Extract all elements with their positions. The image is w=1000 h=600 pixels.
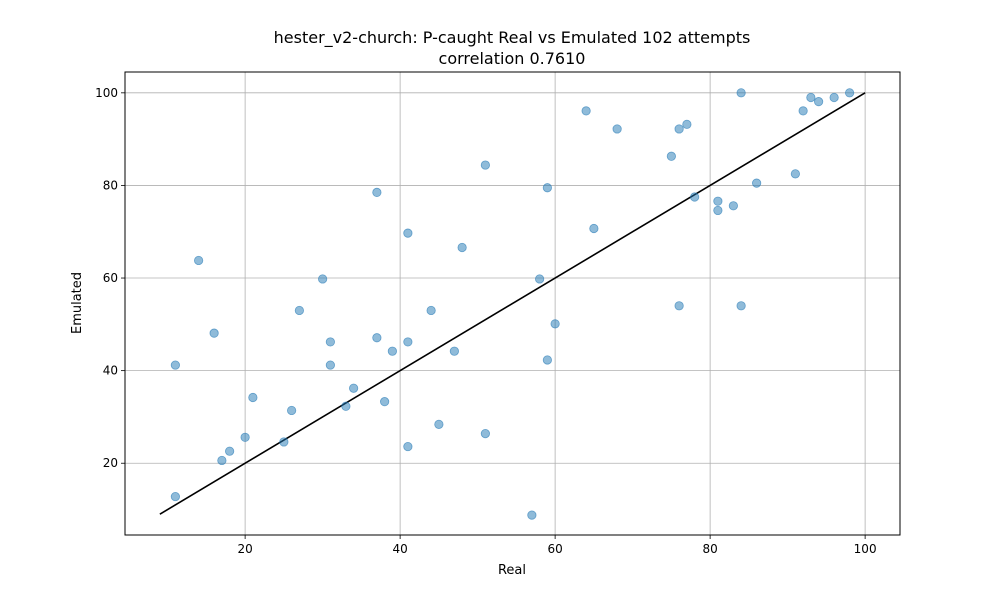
chart-subtitle: correlation 0.7610 [439, 49, 586, 68]
y-tick-label: 100 [95, 86, 118, 100]
data-point [457, 242, 467, 253]
data-point [542, 183, 552, 193]
data-point [480, 429, 490, 439]
data-point [209, 328, 219, 338]
data-point [814, 97, 824, 107]
x-tick-label: 100 [854, 542, 877, 556]
data-point [612, 124, 622, 134]
data-point [403, 337, 413, 347]
data-point [380, 397, 390, 407]
data-point [325, 360, 335, 370]
x-tick-label: 20 [237, 542, 252, 556]
data-point [690, 192, 700, 202]
data-point [674, 124, 684, 134]
data-point [403, 228, 413, 238]
data-point [736, 301, 746, 311]
data-point [449, 346, 459, 356]
data-point [589, 223, 599, 234]
data-point [372, 187, 382, 197]
data-point [387, 346, 397, 356]
data-point [341, 401, 351, 411]
data-point [287, 405, 297, 416]
data-point [248, 392, 258, 403]
data-point [170, 491, 180, 502]
data-point [682, 119, 692, 129]
data-point [240, 432, 250, 442]
data-point [542, 355, 552, 365]
y-axis-ticks: 20 40 60 80 100 [95, 86, 125, 470]
y-tick-label: 60 [103, 271, 118, 285]
data-point [713, 196, 723, 206]
data-point [845, 88, 855, 98]
data-point [736, 88, 746, 98]
data-points [170, 88, 855, 520]
data-point [372, 333, 382, 343]
data-point [217, 455, 227, 466]
data-point [790, 169, 800, 179]
data-point [294, 305, 304, 316]
y-axis-label: Emulated [70, 272, 85, 334]
x-tick-label: 80 [702, 542, 717, 556]
data-point [550, 319, 560, 329]
data-point [403, 441, 413, 452]
data-point [318, 274, 328, 284]
y-tick-label: 40 [103, 364, 118, 378]
data-point [581, 106, 591, 116]
chart-title: hester_v2-church: P-caught Real vs Emula… [274, 28, 751, 48]
data-point [713, 205, 723, 216]
x-axis-ticks: 20 40 60 80 100 [237, 535, 877, 556]
data-point [806, 92, 816, 103]
reference-line-layer [159, 92, 866, 515]
data-point [752, 178, 762, 188]
data-point [535, 274, 545, 284]
data-point [225, 446, 235, 456]
data-point [170, 360, 180, 370]
data-point [666, 151, 676, 161]
data-point [527, 510, 537, 520]
reference-line [159, 92, 866, 515]
data-point [480, 160, 490, 170]
data-point [674, 301, 684, 311]
data-point [728, 201, 738, 211]
data-point [194, 255, 204, 266]
data-point [349, 383, 359, 393]
plot-area-frame [124, 71, 901, 536]
data-point [279, 437, 289, 447]
data-point [426, 305, 436, 316]
x-axis-label: Real [498, 563, 526, 578]
y-tick-label: 20 [103, 456, 118, 470]
grid-lines [125, 72, 900, 535]
data-point [798, 106, 808, 116]
x-tick-label: 60 [547, 542, 562, 556]
data-point [829, 92, 839, 103]
data-point [325, 337, 335, 347]
y-tick-label: 80 [103, 178, 118, 192]
data-point [434, 419, 444, 429]
x-tick-label: 40 [392, 542, 407, 556]
